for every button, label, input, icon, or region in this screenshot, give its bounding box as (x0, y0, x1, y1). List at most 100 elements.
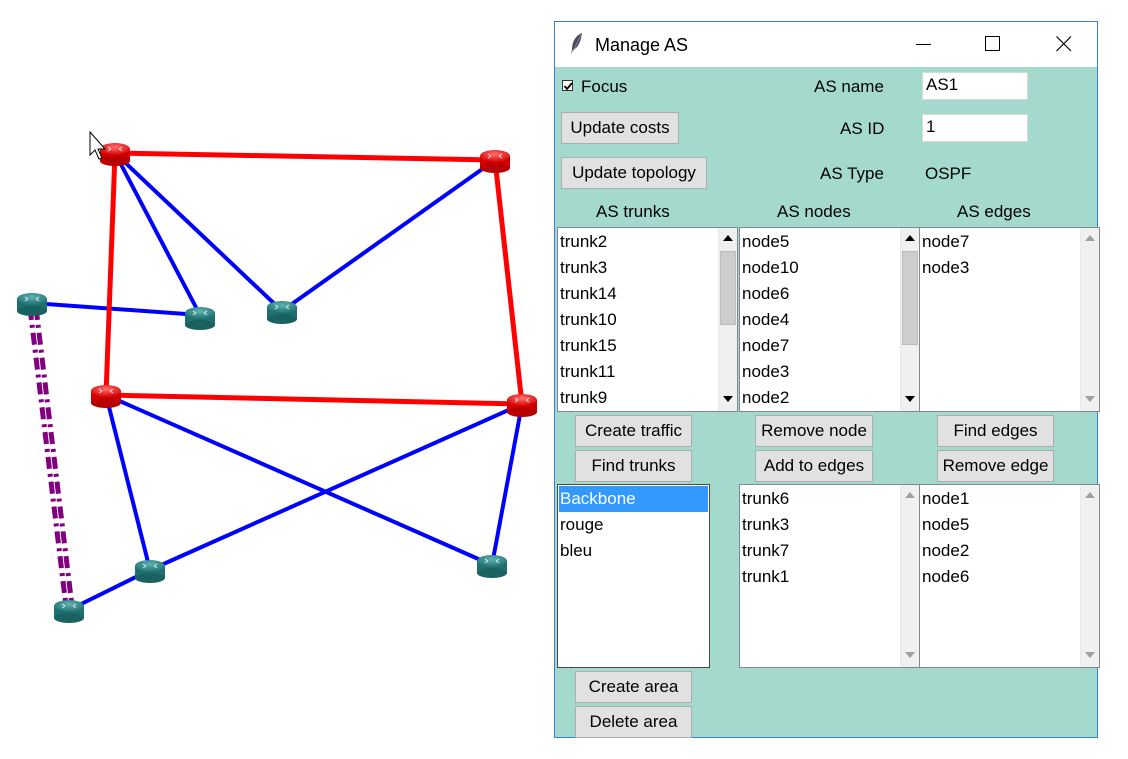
router-icon[interactable] (90, 384, 122, 409)
minimize-button[interactable] (901, 22, 947, 67)
router-icon[interactable] (266, 300, 298, 325)
list-item[interactable]: node4 (742, 310, 790, 329)
link-red-3[interactable] (492, 159, 525, 405)
mouse-cursor-icon (89, 130, 107, 160)
link-purple-2[interactable] (33, 307, 75, 607)
as-nodes-header: AS nodes (777, 202, 851, 221)
list-item[interactable]: trunk3 (560, 258, 608, 277)
as-edges-header: AS edges (957, 202, 1031, 221)
scrollbar[interactable] (1080, 228, 1099, 411)
areas-list[interactable]: Backbone rouge bleu (557, 484, 710, 668)
list-item[interactable]: Backbone (559, 486, 708, 512)
scroll-up-icon[interactable] (719, 229, 737, 249)
list-item[interactable]: trunk14 (560, 284, 617, 303)
delete-area-button[interactable]: Delete area (575, 706, 692, 738)
as-trunks-list[interactable]: trunk2 trunk3 trunk14 trunk10 trunk15 trunk11… (557, 227, 738, 412)
as-nodes-list[interactable]: node5 node10 node6 node4 node7 node3 node2 (739, 227, 920, 412)
remove-edge-button[interactable]: Remove edge (937, 450, 1054, 482)
link-red-1[interactable] (114, 150, 496, 163)
router-icon[interactable] (99, 142, 131, 167)
scroll-up-icon[interactable] (901, 486, 919, 506)
list-item[interactable]: node2 (742, 388, 790, 407)
scrollbar-thumb[interactable] (902, 251, 918, 345)
list-item[interactable]: node3 (922, 258, 970, 277)
list-item[interactable]: bleu (560, 541, 593, 560)
link-blue-8[interactable] (490, 403, 524, 566)
list-item[interactable]: node10 (742, 258, 799, 277)
router-icon[interactable] (479, 149, 511, 174)
scroll-down-icon[interactable] (719, 390, 737, 410)
router-icon[interactable] (53, 599, 85, 624)
link-blue-7[interactable] (149, 402, 523, 572)
list-item[interactable]: node5 (922, 515, 970, 534)
create-area-button[interactable]: Create area (575, 671, 692, 703)
scrollbar[interactable] (1080, 485, 1099, 667)
router-icon[interactable] (476, 554, 508, 579)
link-blue-3[interactable] (280, 158, 497, 313)
list-item[interactable]: trunk15 (560, 336, 617, 355)
as-name-input[interactable]: AS1 (922, 72, 1028, 100)
link-blue-5[interactable] (104, 394, 152, 571)
scrollbar[interactable] (718, 228, 737, 411)
list-item[interactable]: trunk3 (742, 515, 790, 534)
list-item[interactable]: node6 (742, 284, 790, 303)
scroll-down-icon[interactable] (901, 646, 919, 666)
link-red-2[interactable] (103, 152, 118, 396)
as-type-value: OSPF (925, 164, 972, 183)
list-item[interactable]: node3 (742, 362, 790, 381)
scroll-up-icon[interactable] (1081, 229, 1099, 249)
router-icon[interactable] (134, 559, 166, 584)
scrollbar[interactable] (900, 228, 919, 411)
router-icon[interactable] (184, 306, 216, 331)
area-nodes-list[interactable]: node1 node5 node2 node6 (919, 484, 1100, 668)
list-item[interactable]: trunk11 (560, 362, 616, 381)
list-item[interactable]: trunk6 (742, 489, 790, 508)
title-bar[interactable]: Manage AS (555, 22, 1097, 67)
list-item[interactable]: node1 (922, 489, 970, 508)
close-icon (1056, 36, 1072, 52)
list-item[interactable]: node7 (922, 232, 970, 251)
create-traffic-button[interactable]: Create traffic (575, 415, 692, 447)
scroll-up-icon[interactable] (901, 229, 919, 249)
list-item[interactable]: trunk1 (742, 567, 790, 586)
list-item[interactable]: trunk2 (560, 232, 608, 251)
window-title: Manage AS (595, 35, 689, 55)
list-item[interactable]: trunk9 (560, 388, 608, 407)
find-edges-button[interactable]: Find edges (937, 415, 1054, 447)
scroll-down-icon[interactable] (901, 390, 919, 410)
close-button[interactable] (1041, 22, 1087, 67)
update-costs-button[interactable]: Update costs (561, 112, 679, 144)
remove-node-button[interactable]: Remove node (755, 415, 873, 447)
as-edges-list[interactable]: node7 node3 (919, 227, 1100, 412)
scroll-up-icon[interactable] (1081, 486, 1099, 506)
link-blue-4[interactable] (31, 301, 201, 317)
scrollbar[interactable] (900, 485, 919, 667)
list-item[interactable]: node2 (922, 541, 970, 560)
link-blue-2[interactable] (113, 151, 284, 313)
scrollbar-thumb[interactable] (720, 251, 736, 325)
as-id-input[interactable]: 1 (922, 114, 1028, 142)
purple-links[interactable] (27, 307, 75, 607)
focus-checkbox[interactable] (562, 80, 573, 91)
find-trunks-button[interactable]: Find trunks (575, 450, 692, 482)
link-purple-1[interactable] (27, 307, 69, 607)
maximize-button[interactable] (970, 22, 1016, 67)
link-blue-1[interactable] (113, 152, 202, 316)
link-blue-6[interactable] (105, 393, 493, 567)
list-item[interactable]: rouge (560, 515, 604, 534)
add-to-edges-button[interactable]: Add to edges (755, 450, 873, 482)
red-links[interactable] (103, 150, 525, 407)
scroll-down-icon[interactable] (1081, 646, 1099, 666)
list-item[interactable]: trunk10 (560, 310, 617, 329)
list-item[interactable]: node7 (742, 336, 790, 355)
scroll-down-icon[interactable] (1081, 390, 1099, 410)
router-icon[interactable] (506, 393, 538, 418)
update-topology-button[interactable]: Update topology (561, 157, 707, 189)
router-icon[interactable] (16, 292, 48, 317)
list-item[interactable]: trunk7 (742, 541, 790, 560)
list-item[interactable]: node6 (922, 567, 970, 586)
link-red-4[interactable] (105, 392, 523, 407)
area-trunks-list[interactable]: trunk6 trunk3 trunk7 trunk1 (739, 484, 920, 668)
list-item[interactable]: node5 (742, 232, 790, 251)
